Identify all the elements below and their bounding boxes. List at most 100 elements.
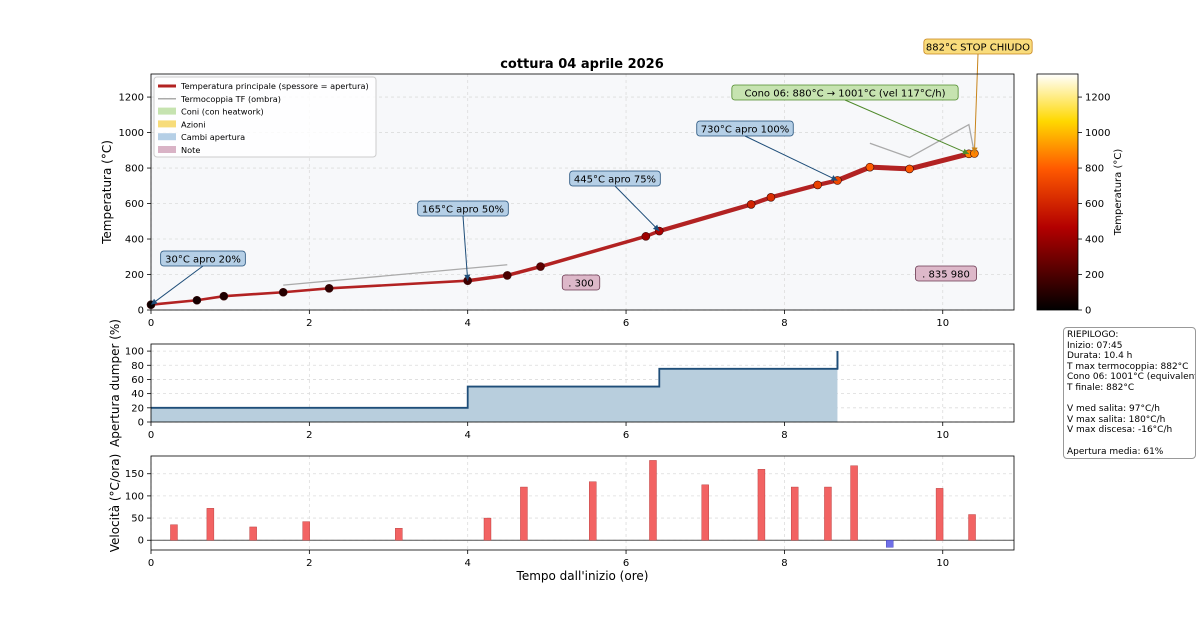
top-xtick-label: 4	[465, 318, 471, 329]
rate-bar	[589, 481, 597, 541]
annotation-arrow	[462, 215, 469, 281]
annotation-arrow	[744, 135, 838, 181]
legend-label: Coni (con heatwork)	[181, 107, 264, 117]
temp-point	[502, 271, 512, 280]
annotation-text: 445°C apro 75%	[574, 175, 656, 186]
main-temp-line-segment	[538, 234, 648, 269]
rate-bar	[935, 488, 944, 541]
rate-bar	[757, 469, 766, 541]
top-xtick-label: 2	[306, 318, 312, 329]
colorbar-tick-label: 0	[1085, 306, 1091, 317]
summary-line: T max termocoppia: 882°C	[1067, 361, 1189, 372]
bot-frame	[150, 455, 1015, 551]
main-temp-line-segment	[222, 290, 285, 298]
legend-swatch-patch	[158, 107, 176, 115]
top-ytick-label: 400	[125, 235, 144, 246]
temperature-panel: 0 2 4 6 8 10 0 200 400 600 800 1000 1200 Temperatura …	[100, 38, 1033, 329]
legend-label: Termocoppia TF (ombra)	[180, 94, 281, 104]
bot-xtick-label: 2	[306, 558, 312, 569]
main-temp-line-segment	[281, 287, 331, 294]
legend-swatch-patch	[158, 120, 176, 128]
main-temp-line-segment	[657, 202, 754, 234]
temp-point	[324, 284, 334, 293]
legend-label: Note	[181, 145, 200, 155]
main-temp-line-segment	[867, 164, 912, 172]
temp-point	[813, 180, 822, 190]
bot-xtick-label: 6	[623, 558, 629, 569]
legend-label: Azioni	[181, 119, 206, 129]
bot-ytick-label: 0	[138, 536, 144, 547]
annotation-box	[160, 250, 246, 267]
mid-frame	[150, 343, 1015, 423]
top-ylabel: Temperatura (°C)	[100, 140, 114, 245]
annotation-arrow	[844, 99, 970, 155]
annotation-box	[915, 265, 977, 282]
legend: Temperatura principale (spessore = apert…	[153, 76, 377, 158]
annotation-arrowhead	[962, 148, 969, 155]
mid-xtick-label: 2	[306, 430, 312, 441]
main-temp-line-segment	[768, 182, 820, 200]
mid-ytick-label: 40	[131, 389, 144, 400]
annotation-box	[696, 120, 794, 137]
colorbar-label: Temperatura (°C)	[1113, 149, 1124, 237]
mid-xtick-label: 0	[148, 430, 154, 441]
annotation-text: 165°C apro 50%	[422, 205, 504, 216]
bot-ytick-label: 50	[131, 514, 144, 525]
temp-point	[905, 164, 914, 174]
annotation-box	[417, 200, 509, 217]
top-ytick-label: 0	[138, 306, 144, 317]
top-ytick-label: 200	[125, 270, 144, 281]
colorbar-tick-label: 600	[1085, 199, 1104, 210]
main-temp-line-segment	[149, 298, 199, 306]
rate-bar	[206, 508, 215, 541]
temp-point	[641, 232, 651, 241]
temp-point	[278, 287, 288, 297]
mid-xtick-label: 8	[781, 430, 787, 441]
temp-point	[766, 193, 776, 202]
legend-swatch-patch	[158, 133, 176, 141]
colorbar-gradient	[1036, 73, 1079, 311]
main-temp-line-segment	[465, 273, 510, 283]
annotation-box	[569, 170, 661, 187]
summary-line: Cono 06: 1001°C (equivalente)	[1067, 372, 1196, 383]
temp-point	[536, 262, 545, 271]
colorbar-tick-label: 400	[1085, 235, 1104, 246]
bot-ytick-label: 100	[125, 491, 144, 502]
mid-ytick-label: 20	[131, 403, 144, 414]
rate-bar	[249, 526, 257, 541]
top-ytick-label: 1000	[119, 128, 144, 139]
summary-line: Inizio: 07:45	[1067, 340, 1123, 351]
annotation-arrowhead	[971, 147, 978, 154]
rate-bar	[483, 517, 492, 541]
annotation-box	[561, 274, 601, 291]
summary-line	[1067, 436, 1192, 447]
annotation-text: 730°C apro 100%	[701, 125, 790, 136]
annotation-arrowhead	[830, 175, 838, 181]
main-temp-line-segment	[906, 151, 972, 172]
rate-bar	[649, 460, 657, 541]
mid-xtick-label: 4	[465, 430, 471, 441]
annotation-arrow	[150, 265, 204, 306]
bot-ylabel: Velocità (°C/ora)	[108, 454, 122, 553]
mid-ytick-label: 80	[131, 361, 144, 372]
summary-line: RIEPILOGO:	[1067, 330, 1119, 340]
main-temp-line-segment	[195, 294, 226, 302]
summary-line: V max discesa: -16°C/h	[1067, 425, 1173, 436]
chart-title: cottura 04 aprile 2026	[500, 57, 664, 72]
summary-line: Apertura media: 61%	[1067, 446, 1164, 457]
colorbar-tick-label: 1000	[1085, 128, 1110, 139]
colorbar: 0 200 400 600 800 1000 1200 Temperatura (°C)	[1036, 73, 1124, 317]
summary-line: V max salita: 180°C/h	[1067, 414, 1166, 425]
annotation-text: 882°C STOP CHIUDO	[926, 43, 1030, 54]
mid-ytick-label: 0	[138, 418, 144, 429]
top-ytick-label: 1200	[119, 93, 144, 104]
annotation-text: Cono 06: 880°C → 1001°C (vel 117°C/h)	[744, 89, 945, 100]
bot-xtick-label: 4	[465, 558, 471, 569]
rate-bar	[790, 486, 799, 541]
legend-box	[153, 76, 377, 158]
rate-bar	[824, 486, 832, 541]
annotation-arrow	[973, 53, 979, 154]
bot-xtick-label: 8	[781, 558, 787, 569]
